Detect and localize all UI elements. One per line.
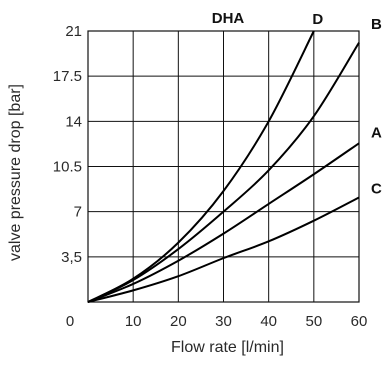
x-tick-label: 50	[305, 313, 322, 330]
y-tick-label: 10.5	[53, 159, 82, 176]
grid-layer	[87, 30, 360, 303]
x-tick-label: 30	[215, 313, 232, 330]
series-label-d: D	[312, 11, 323, 28]
series-line-a	[87, 142, 360, 303]
y-tick-label: 3,5	[61, 249, 82, 266]
x-tick-label: 60	[351, 313, 368, 330]
series-line-d	[87, 30, 315, 303]
y-tick-label: 17.5	[53, 68, 82, 85]
series-label-b: B	[371, 16, 382, 33]
x-tick-label: 20	[170, 313, 187, 330]
x-tick-label: 0	[66, 313, 74, 330]
series-label-a: A	[371, 124, 382, 141]
y-tick-label: 21	[65, 23, 82, 40]
x-tick-label: 10	[125, 313, 142, 330]
x-tick-label: 40	[260, 313, 277, 330]
x-axis-title: Flow rate [l/min]	[171, 339, 284, 356]
series-line-b	[87, 42, 360, 303]
plot-frame	[87, 30, 360, 303]
y-axis-title: valve pressure drop [bar]	[7, 84, 24, 261]
y-tick-label: 14	[65, 113, 82, 130]
y-tick-label: 7	[74, 204, 82, 221]
series-line-c	[87, 196, 360, 303]
series-label-c: C	[371, 180, 382, 197]
chart-title: DHA	[212, 10, 245, 27]
label-layer: D B A C 0 10 20 30 40 50 60 3,5 7 10.5 14 17.5 21	[53, 11, 382, 330]
curve-layer	[87, 30, 360, 303]
